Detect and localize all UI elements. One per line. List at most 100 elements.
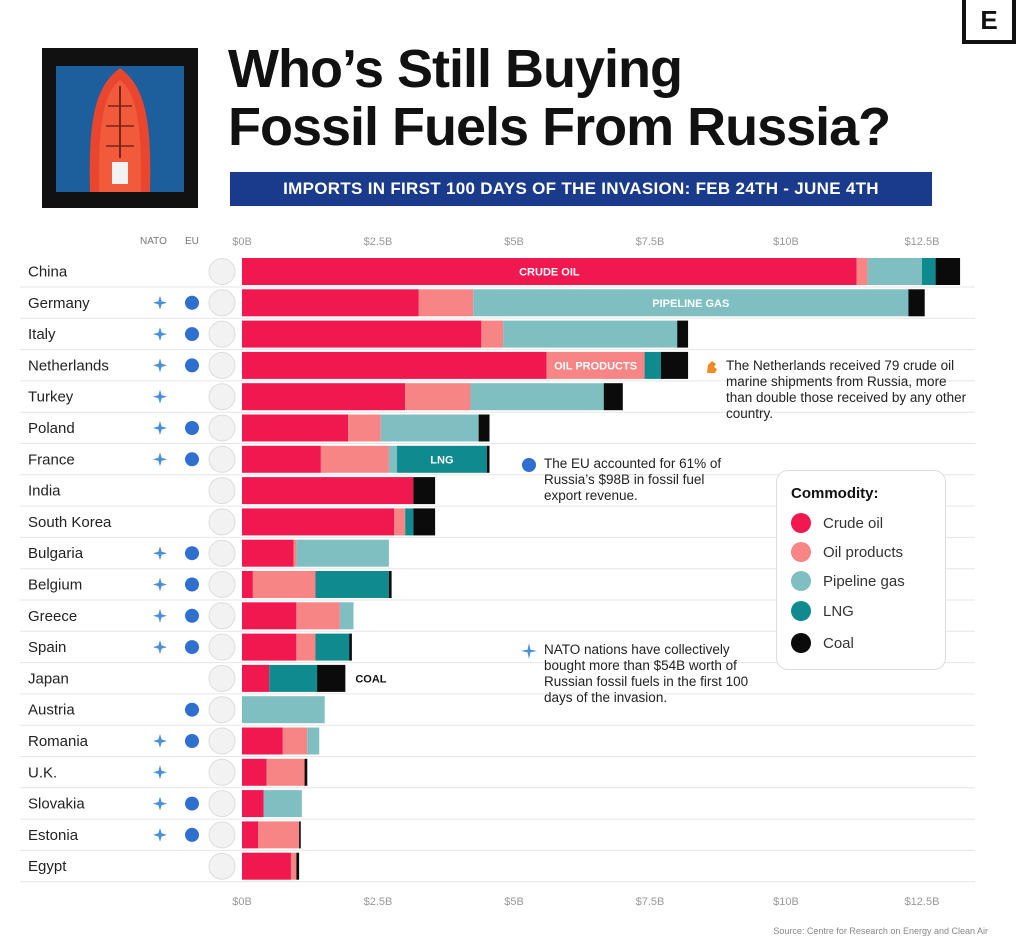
- bar-germany-oil-products: [418, 289, 474, 317]
- eu-note-text: The EU accounted for 61% of Russia’s $98…: [544, 456, 722, 503]
- flag-icon-china: [208, 258, 236, 285]
- nato-note: NATO nations have collectively bought mo…: [544, 642, 754, 706]
- bar-turkey-crude-oil: [242, 383, 406, 411]
- nato-column-header: NATO: [140, 236, 167, 247]
- eu-marker-icon: [185, 421, 199, 435]
- bar-belgium-coal: [388, 571, 392, 598]
- dutch-lion-icon: [707, 361, 717, 373]
- flag-icon-romania: [208, 727, 236, 755]
- tanker-ship-illustration: [56, 66, 184, 192]
- legend-item-crude-oil: Crude oil: [791, 513, 883, 533]
- nato-marker-icon: [153, 577, 167, 592]
- page-title: Who’s Still Buying Fossil Fuels From Rus…: [228, 39, 891, 157]
- legend-item-oil-products: Oil products: [791, 542, 903, 562]
- nato-marker-icon: [153, 358, 167, 373]
- legend-label: Pipeline gas: [823, 572, 905, 590]
- bar-greece-oil-products: [296, 602, 340, 630]
- bar-italy-pipeline-gas: [503, 320, 678, 348]
- bar-italy-crude-oil: [242, 320, 482, 348]
- legend: Commodity: Crude oil Oil products Pipeli…: [776, 470, 946, 670]
- bar-spain-crude-oil: [242, 633, 297, 661]
- flag-icon-turkey: [208, 383, 236, 411]
- source-note: Source: Centre for Research on Energy an…: [773, 926, 988, 936]
- nato-icon: [521, 643, 537, 659]
- x-tick-label-top: $7.5B: [636, 236, 665, 248]
- bar-label-pipeline-gas: PIPELINE GAS: [652, 298, 729, 310]
- legend-item-lng: LNG: [791, 601, 854, 621]
- x-tick-label-top: $10B: [773, 236, 799, 248]
- bar-south-korea-crude-oil: [242, 508, 395, 536]
- country-label-spain: Spain: [28, 639, 66, 656]
- bar-egypt-crude-oil: [242, 852, 291, 880]
- bar-japan-lng: [269, 664, 318, 692]
- flag-icon-japan: [208, 664, 236, 692]
- country-label-bulgaria: Bulgaria: [28, 545, 84, 562]
- eu-column-header: EU: [185, 236, 199, 247]
- x-tick-label-top: $2.5B: [364, 236, 393, 248]
- nato-marker-icon: [153, 327, 167, 342]
- country-label-poland: Poland: [28, 420, 75, 437]
- bar-china-oil-products: [856, 258, 868, 285]
- bar-turkey-oil-products: [405, 383, 471, 411]
- flag-icon-slovakia: [208, 790, 236, 818]
- bar-greece-pipeline-gas: [339, 602, 354, 630]
- bar-germany-pipeline-gas: [473, 289, 909, 317]
- bar-poland-coal: [478, 414, 490, 442]
- bar-romania-crude-oil: [242, 727, 283, 755]
- brand-logo: E: [962, 0, 1016, 44]
- eu-marker-icon: [185, 608, 199, 623]
- x-tick-label-bottom: $10B: [773, 896, 799, 908]
- country-label-italy: Italy: [28, 326, 56, 343]
- legend-swatch-crude-oil: [791, 513, 811, 533]
- country-label-romania: Romania: [28, 733, 89, 750]
- bar-france-coal: [486, 445, 490, 473]
- bar-belgium-crude-oil: [242, 571, 253, 598]
- bar-u-k-coal: [304, 758, 308, 786]
- bar-south-korea-oil-products: [394, 508, 406, 536]
- country-label-greece: Greece: [28, 608, 77, 625]
- eu-marker-icon: [185, 734, 199, 748]
- country-label-turkey: Turkey: [28, 389, 74, 406]
- title-line-1: Who’s Still Buying: [228, 39, 683, 99]
- x-tick-label-top: $5B: [504, 236, 524, 248]
- flag-icon-poland: [208, 414, 236, 442]
- eu-marker-icon: [185, 546, 199, 561]
- flag-icon-estonia: [208, 821, 236, 849]
- eu-marker-icon: [185, 295, 199, 310]
- legend-item-pipeline-gas: Pipeline gas: [791, 571, 905, 591]
- x-tick-label-bottom: $7.5B: [636, 896, 665, 908]
- flag-icon-france: [208, 445, 236, 473]
- bar-estonia-coal: [299, 821, 301, 849]
- eu-note: The EU accounted for 61% of Russia’s $98…: [544, 456, 734, 504]
- legend-title: Commodity:: [791, 485, 879, 502]
- bar-turkey-pipeline-gas: [470, 383, 604, 411]
- nato-marker-icon: [153, 608, 167, 623]
- bar-egypt-oil-products: [290, 852, 297, 880]
- bar-romania-pipeline-gas: [307, 727, 320, 755]
- bar-italy-coal: [677, 320, 689, 348]
- country-label-slovakia: Slovakia: [28, 796, 85, 813]
- eu-marker-icon: [185, 702, 199, 717]
- bar-germany-coal: [908, 289, 925, 317]
- title-line-2: Fossil Fuels From Russia?: [228, 97, 891, 157]
- x-tick-label-top: $0B: [232, 236, 252, 248]
- bar-spain-coal: [349, 633, 352, 661]
- bar-label-coal: COAL: [355, 673, 386, 685]
- legend-label: Crude oil: [823, 514, 884, 532]
- nato-marker-icon: [153, 389, 167, 404]
- bar-germany-crude-oil: [242, 289, 419, 317]
- bar-belgium-oil-products: [252, 571, 316, 598]
- eu-marker-icon: [185, 327, 199, 342]
- netherlands-note: The Netherlands received 79 crude oil ma…: [726, 358, 976, 422]
- bar-france-pipeline-gas: [388, 445, 398, 473]
- flag-icon-u-k: [208, 758, 236, 786]
- bar-estonia-crude-oil: [242, 821, 259, 849]
- legend-swatch-pipeline-gas: [791, 571, 811, 591]
- eu-marker-icon: [185, 358, 199, 373]
- country-label-belgium: Belgium: [28, 577, 82, 594]
- nato-marker-icon: [153, 452, 167, 467]
- legend-swatch-oil-products: [791, 542, 811, 562]
- eu-marker-icon: [185, 796, 199, 811]
- bar-spain-oil-products: [296, 633, 316, 661]
